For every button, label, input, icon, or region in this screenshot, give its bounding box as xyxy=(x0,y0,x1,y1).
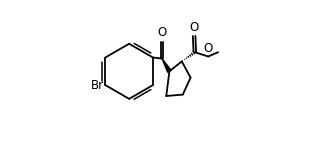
Text: Br: Br xyxy=(91,79,104,92)
Text: O: O xyxy=(189,21,199,34)
Text: O: O xyxy=(157,26,167,39)
Polygon shape xyxy=(162,59,171,72)
Text: O: O xyxy=(204,42,213,55)
